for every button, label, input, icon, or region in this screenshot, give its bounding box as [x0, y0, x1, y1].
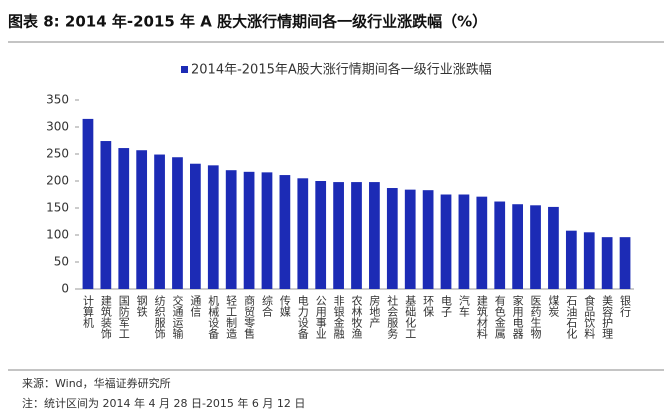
bar [494, 201, 506, 289]
x-tick-label: 石油石化 [565, 295, 578, 340]
x-tick-label: 社会服务 [386, 294, 399, 339]
chart-title: 图表 8: 2014 年-2015 年 A 股大涨行情期间各一级行业涨跌幅（%） [8, 13, 487, 31]
x-tick-label: 美容护理 [601, 295, 614, 339]
x-tick-label: 建筑材料 [475, 294, 488, 340]
x-tick-label: 公用事业 [314, 295, 327, 339]
bar [601, 237, 613, 289]
bar [261, 172, 273, 289]
bar [207, 165, 219, 289]
x-tick-label: 钢铁 [135, 295, 148, 317]
y-tick-label: 300 [46, 120, 69, 134]
bar [369, 182, 380, 289]
x-tick-label: 电力设备 [296, 295, 309, 340]
x-tick-label: 机械设备 [207, 294, 220, 340]
x-tick-label: 商贸零售 [243, 294, 256, 340]
x-tick-label: 轻工制造 [225, 294, 238, 339]
bar [297, 178, 309, 289]
y-tick-label: 250 [46, 147, 69, 161]
bar [82, 118, 94, 290]
x-tick-label: 食品饮料 [583, 294, 596, 340]
y-tick-label: 100 [46, 228, 69, 242]
bar [100, 141, 112, 289]
x-tick-label: 煤炭 [547, 295, 560, 318]
bar [422, 190, 434, 289]
x-tick-label: 国防军工 [117, 295, 130, 339]
bar [351, 182, 362, 289]
x-tick-label: 环保 [422, 295, 435, 318]
note: 注：统计区间为 2014 年 4 月 28 日-2015 年 6 月 12 日 [22, 396, 305, 409]
bar [458, 194, 470, 289]
bar [565, 230, 577, 289]
x-tick-label: 非银金融 [332, 295, 345, 340]
bar [118, 148, 130, 289]
x-tick-label: 通信 [189, 295, 202, 318]
y-tick-label: 50 [54, 255, 69, 269]
x-tick-label: 有色金属 [493, 294, 506, 340]
x-tick-label: 计算机 [81, 295, 94, 328]
y-tick-label: 150 [46, 201, 69, 215]
bar [315, 181, 327, 289]
y-tick-label: 0 [61, 282, 69, 296]
y-tick-label: 200 [46, 174, 69, 188]
x-tick-label: 医药生物 [529, 295, 542, 339]
x-tick-label: 建筑装饰 [99, 294, 112, 339]
x-tick-label: 银行 [619, 294, 632, 318]
legend-swatch [181, 66, 188, 73]
bar [225, 170, 237, 289]
y-tick-label: 350 [46, 93, 69, 107]
x-tick-label: 基础化工 [404, 295, 417, 339]
x-tick-label: 传媒 [278, 295, 291, 318]
bar [172, 157, 183, 289]
bar [404, 189, 416, 289]
bar [243, 171, 255, 289]
x-tick-label: 家用电器 [511, 294, 524, 340]
x-tick-label: 农林牧渔 [350, 294, 363, 340]
bar [136, 150, 148, 289]
source: 来源：Wind，华福证券研究所 [22, 376, 171, 390]
bar [619, 237, 631, 289]
x-tick-label: 电子 [440, 295, 453, 317]
bar [190, 163, 201, 289]
x-tick-label: 交通运输 [171, 294, 184, 340]
bar [583, 232, 595, 289]
bar [386, 188, 398, 289]
legend-label: 2014年-2015年A股大涨行情期间各一级行业涨跌幅 [191, 62, 492, 78]
bar [476, 196, 488, 289]
bar [154, 154, 165, 289]
bar [279, 175, 291, 289]
bar [512, 204, 523, 289]
bar [530, 205, 541, 289]
bar [440, 194, 452, 289]
x-tick-label: 房地产 [368, 295, 381, 329]
bar [548, 206, 559, 289]
x-tick-label: 汽车 [457, 294, 470, 318]
x-tick-label: 综合 [260, 294, 273, 317]
x-tick-label: 纺织服饰 [153, 294, 166, 339]
bar [333, 182, 344, 289]
